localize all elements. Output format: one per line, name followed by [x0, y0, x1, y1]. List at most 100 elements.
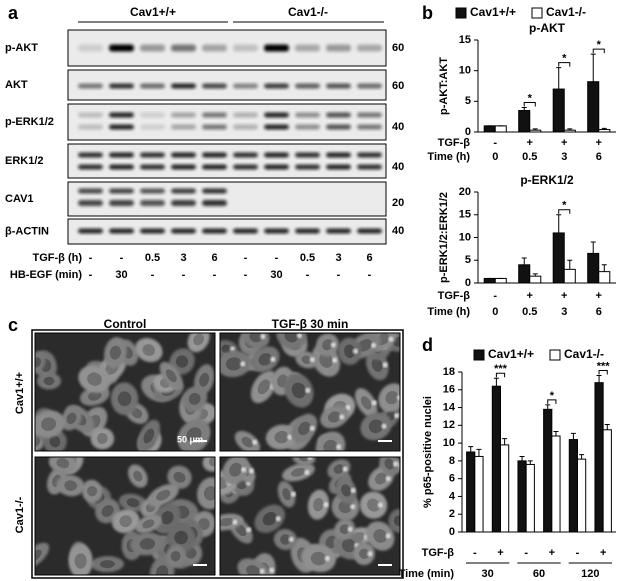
spot	[241, 467, 247, 473]
group-label: 3	[561, 151, 567, 163]
error-bar	[590, 53, 596, 82]
band	[295, 112, 320, 118]
y-tick-label: 2	[449, 508, 455, 520]
y-tick-label: 10	[459, 231, 471, 243]
band	[357, 152, 382, 158]
band	[140, 124, 165, 130]
band	[202, 152, 227, 158]
spot	[377, 502, 383, 508]
sig-label: ***	[494, 363, 508, 375]
spot	[352, 348, 358, 354]
nucleus	[375, 472, 387, 485]
sig-bracket	[523, 101, 536, 107]
band	[233, 228, 258, 234]
y-tick-label: 18	[443, 366, 455, 378]
spot	[385, 533, 391, 539]
band	[295, 124, 320, 130]
mw-label: 40	[392, 225, 404, 237]
bar	[491, 385, 501, 533]
nucleus	[221, 344, 232, 354]
nucleus	[188, 392, 201, 405]
nucleus	[143, 428, 155, 444]
bar	[483, 277, 496, 284]
blot: p-AKT 60 AKT 60 p-ERK1/2 40 ERK1/2 40 CAV1 20 β-AC…	[5, 29, 404, 281]
nucleus	[203, 486, 215, 501]
nucleus	[96, 433, 108, 444]
band	[109, 188, 134, 194]
group-label: Cav1+/+	[130, 5, 176, 19]
bar	[577, 458, 587, 533]
error-bar	[590, 241, 596, 254]
band	[171, 83, 196, 89]
bar	[563, 268, 576, 284]
category-label: +	[549, 547, 555, 559]
spot	[252, 439, 258, 445]
band	[78, 200, 103, 206]
sig-bracket	[547, 399, 557, 404]
nucleus	[310, 551, 327, 566]
condition-value: 30	[270, 269, 282, 281]
nucleus	[74, 553, 87, 569]
error-bar	[601, 264, 607, 272]
nucleus	[373, 529, 387, 543]
error-bar	[601, 127, 607, 130]
y-axis-label: p-ERK1/2:ERK1/2	[438, 192, 450, 283]
band	[140, 164, 165, 170]
nucleus	[173, 471, 186, 483]
spot	[290, 491, 296, 497]
band	[233, 112, 258, 118]
nucleus	[327, 411, 341, 423]
bar	[494, 125, 507, 133]
micrograph	[220, 333, 400, 451]
condition-label: TGF-β (h)	[33, 252, 83, 264]
band	[264, 83, 289, 89]
mw-label: 60	[392, 42, 404, 54]
nucleus	[358, 548, 370, 559]
nucleus	[64, 480, 77, 491]
panel-label: a	[8, 3, 19, 23]
sig-bracket	[558, 209, 571, 214]
nucleus	[322, 339, 333, 351]
bar	[551, 435, 561, 533]
error-bar	[545, 404, 551, 410]
group-label: 3	[561, 306, 567, 318]
legend-label: Cav1-/-	[564, 347, 604, 361]
condition-value: -	[337, 269, 341, 281]
nucleus	[357, 339, 373, 352]
band	[171, 112, 196, 118]
band	[202, 188, 227, 194]
condition-value: 30	[115, 269, 127, 281]
band	[109, 112, 134, 118]
band	[202, 164, 227, 170]
spot	[385, 476, 391, 482]
nucleus	[66, 412, 77, 424]
category-label: +	[596, 137, 602, 149]
nucleus	[101, 505, 114, 517]
condition-value: 6	[211, 252, 217, 264]
band	[140, 112, 165, 118]
nucleus	[393, 515, 400, 527]
condition-value: -	[213, 269, 217, 281]
nucleus	[174, 530, 188, 545]
condition-value: 3	[335, 252, 341, 264]
legend-swatch	[473, 349, 485, 361]
band	[326, 228, 351, 234]
nucleus	[43, 376, 55, 386]
error-bar	[567, 128, 573, 131]
spot	[367, 551, 373, 557]
error-bar	[553, 431, 559, 436]
band	[171, 124, 196, 130]
band	[109, 200, 134, 206]
spot	[350, 487, 356, 493]
bar	[525, 463, 535, 533]
band	[171, 44, 196, 52]
nucleus	[175, 355, 189, 368]
spot	[305, 387, 311, 393]
error-bar	[556, 67, 562, 90]
nucleus	[258, 353, 272, 366]
spot	[259, 568, 265, 574]
chart-title: p-AKT	[529, 21, 566, 35]
band	[202, 124, 227, 130]
band	[78, 83, 103, 89]
y-axis-label: % p65-positive nuclei	[422, 396, 434, 508]
